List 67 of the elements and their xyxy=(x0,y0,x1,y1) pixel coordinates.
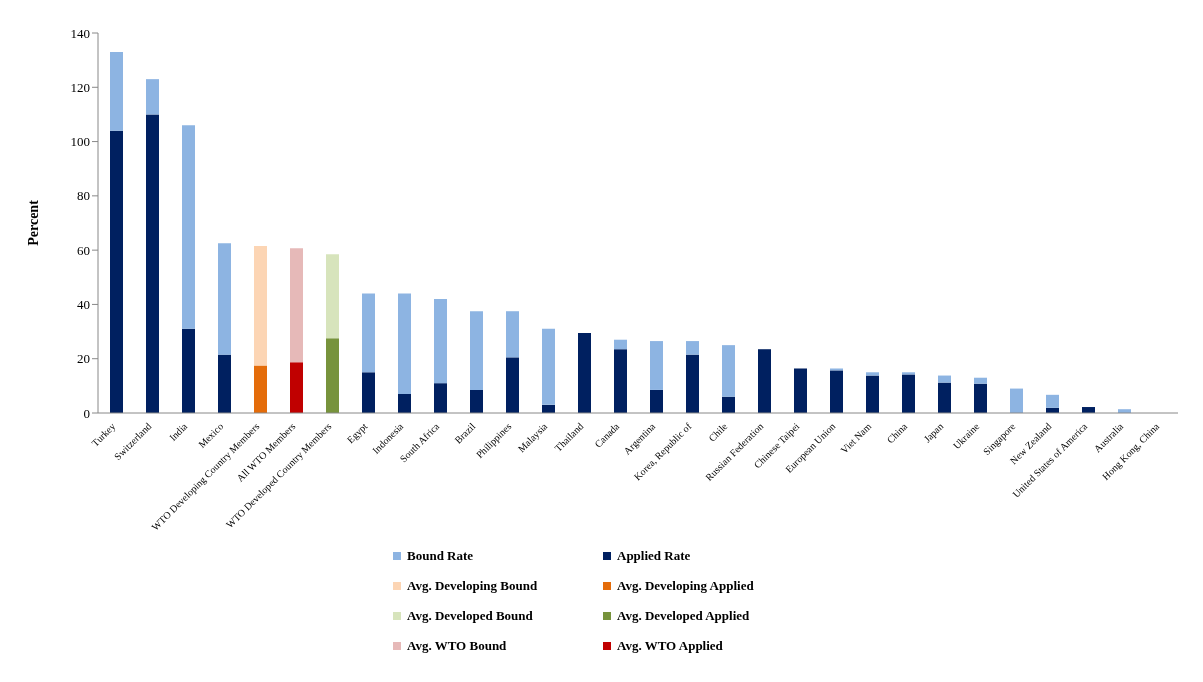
y-tick-label: 0 xyxy=(83,405,90,421)
bar xyxy=(398,394,411,413)
bar xyxy=(218,354,231,413)
bar xyxy=(1010,388,1023,413)
bar xyxy=(902,372,915,375)
x-tick-label: Viet Nam xyxy=(838,420,874,456)
bar xyxy=(866,375,879,413)
legend-label: Applied Rate xyxy=(617,548,691,564)
bar xyxy=(938,375,951,383)
bar xyxy=(362,372,375,413)
bar xyxy=(902,374,915,413)
bar xyxy=(362,293,375,373)
bar xyxy=(1046,394,1059,408)
bar xyxy=(254,365,267,413)
bar xyxy=(794,368,807,413)
y-tick-label: 60 xyxy=(77,242,90,258)
bar xyxy=(182,125,195,329)
bar xyxy=(218,243,231,355)
y-tick-label: 120 xyxy=(70,79,90,95)
legend-label: Avg. Developed Bound xyxy=(407,608,533,624)
bar xyxy=(434,383,447,413)
y-tick-label: 20 xyxy=(77,351,90,367)
bar xyxy=(578,332,591,413)
bar xyxy=(110,52,123,131)
legend-label: Avg. Developing Bound xyxy=(407,578,538,594)
legend-label: Avg. Developing Applied xyxy=(617,578,754,594)
bar xyxy=(722,396,735,413)
bar xyxy=(146,79,159,115)
legend-label: Avg. Developed Applied xyxy=(617,608,750,624)
bar xyxy=(758,349,771,413)
bar xyxy=(434,299,447,384)
y-tick-label: 40 xyxy=(77,297,90,313)
bar xyxy=(254,246,267,366)
bar xyxy=(470,311,483,390)
bar xyxy=(650,389,663,413)
bar xyxy=(290,362,303,413)
bar xyxy=(398,293,411,394)
bar xyxy=(326,254,339,339)
y-axis-title: Percent xyxy=(25,199,41,246)
bar xyxy=(542,328,555,405)
bar xyxy=(650,341,663,390)
bar xyxy=(146,114,159,413)
bar xyxy=(506,357,519,413)
bar xyxy=(110,130,123,413)
bar xyxy=(866,372,879,376)
y-tick-label: 100 xyxy=(70,134,90,150)
bar xyxy=(470,389,483,413)
bar xyxy=(722,345,735,397)
legend-label: Avg. WTO Bound xyxy=(407,638,507,654)
y-tick-label: 140 xyxy=(70,25,90,41)
bar xyxy=(506,311,519,358)
bar xyxy=(182,328,195,413)
bar xyxy=(938,382,951,413)
bar xyxy=(326,338,339,413)
bar xyxy=(974,383,987,413)
y-tick-label: 80 xyxy=(77,188,90,204)
legend-label: Bound Rate xyxy=(407,548,474,564)
bar xyxy=(614,349,627,413)
legend-label: Avg. WTO Applied xyxy=(617,638,723,654)
bar xyxy=(974,377,987,384)
x-tick-label: Chile xyxy=(706,420,730,444)
x-tick-label: India xyxy=(167,420,190,443)
bar xyxy=(830,370,843,413)
bar xyxy=(686,341,699,355)
bar xyxy=(686,354,699,413)
bar xyxy=(290,248,303,363)
bar xyxy=(614,339,627,350)
